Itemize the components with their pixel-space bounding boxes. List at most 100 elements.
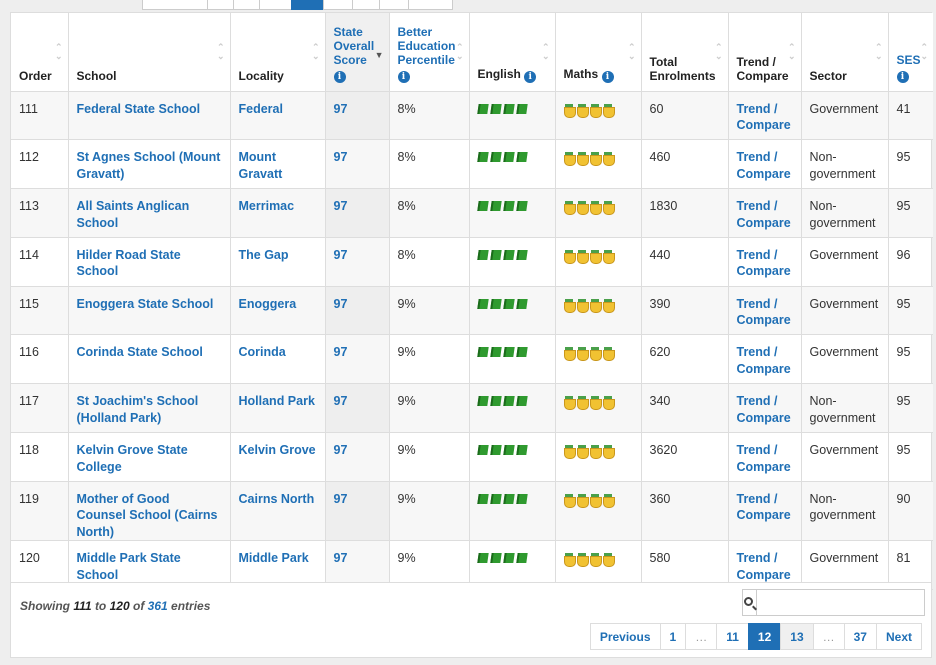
score-link[interactable]: 97: [333, 296, 348, 311]
locality-link[interactable]: Federal: [238, 101, 283, 116]
table-row: 119 Mother of Good Counsel School (Cairns…: [11, 481, 933, 542]
score-link[interactable]: 97: [333, 150, 348, 165]
locality-link[interactable]: Mount Gravatt: [238, 150, 283, 181]
locality-link[interactable]: Cairns North: [238, 491, 315, 506]
school-link[interactable]: Kelvin Grove State College: [76, 443, 188, 474]
school-link[interactable]: Federal State School: [76, 101, 201, 116]
book-icon: [476, 201, 489, 212]
trend-link[interactable]: Trend / Compare: [736, 101, 791, 133]
school-link[interactable]: Enoggera State School: [76, 296, 214, 311]
column-header[interactable]: Sector ⌃ ⌄: [801, 13, 889, 92]
locality-link[interactable]: Enoggera: [238, 296, 297, 311]
page-button[interactable]: 13: [780, 623, 814, 650]
locality-link[interactable]: Merrimac: [238, 199, 295, 214]
cell-ses: 81: [888, 540, 933, 591]
locality-link[interactable]: Middle Park: [238, 551, 309, 566]
score-link[interactable]: 97: [333, 247, 348, 262]
trend-link[interactable]: Trend / Compare: [736, 199, 791, 230]
enrolments-value: 1830: [649, 199, 678, 214]
top-page-button[interactable]: [408, 0, 453, 10]
book-icon: [476, 493, 489, 504]
score-link[interactable]: 97: [333, 199, 348, 214]
page-button[interactable]: 11: [716, 623, 749, 650]
school-link[interactable]: Middle Park State School: [76, 551, 181, 582]
cell-sector: Non-government: [801, 481, 889, 542]
medal-icon: [576, 298, 589, 313]
locality-link[interactable]: Corinda: [238, 345, 286, 360]
score-link[interactable]: 97: [333, 443, 348, 458]
cell-english: [469, 432, 556, 482]
ses-value: 95: [896, 150, 911, 165]
cell-order: 119: [11, 481, 69, 542]
locality-link[interactable]: Kelvin Grove: [238, 443, 316, 458]
trend-link[interactable]: Trend / Compare: [736, 150, 791, 181]
score-link[interactable]: 97: [333, 491, 348, 506]
school-link[interactable]: All Saints Anglican School: [76, 199, 190, 230]
locality-link[interactable]: The Gap: [238, 247, 289, 262]
score-link[interactable]: 97: [333, 551, 348, 566]
column-header[interactable]: Maths i ⌃ ⌄: [555, 13, 642, 92]
top-page-button[interactable]: [142, 0, 208, 10]
column-header[interactable]: State Overall Score i ▼: [325, 13, 390, 92]
column-header[interactable]: Locality ⌃ ⌄: [230, 13, 326, 92]
top-page-button[interactable]: [207, 0, 234, 10]
top-page-button[interactable]: [379, 0, 409, 10]
top-page-button[interactable]: [259, 0, 292, 10]
sort-icon: ⌃ ⌄: [54, 42, 63, 61]
trend-link[interactable]: Trend / Compare: [736, 394, 791, 425]
school-link[interactable]: Hilder Road State School: [76, 247, 181, 279]
table-header-row: Order ⌃ ⌄ School ⌃ ⌄ Locality ⌃ ⌄ State Overall S…: [11, 13, 933, 92]
column-header[interactable]: Trend / Compare ⌃ ⌄: [728, 13, 802, 92]
next-button[interactable]: Next: [875, 623, 922, 650]
trend-link[interactable]: Trend / Compare: [736, 491, 791, 523]
trend-link[interactable]: Trend / Compare: [736, 296, 791, 328]
search-button[interactable]: [743, 590, 757, 615]
top-page-button[interactable]: [352, 0, 380, 10]
search-input[interactable]: [757, 590, 924, 615]
showing-total: 361: [147, 599, 168, 613]
score-link[interactable]: 97: [333, 101, 348, 116]
school-link[interactable]: St Agnes School (Mount Gravatt): [76, 150, 221, 181]
top-page-button-active[interactable]: [291, 0, 324, 10]
column-header[interactable]: Better Education Percentile i ⌃ ⌄: [389, 13, 470, 92]
column-header-label: State Overall Score: [333, 24, 375, 67]
column-header[interactable]: SES i ⌃ ⌄: [888, 13, 933, 92]
cell-percentile: 9%: [389, 481, 470, 542]
school-link[interactable]: Corinda State School: [76, 345, 203, 360]
previous-button[interactable]: Previous: [589, 623, 661, 650]
maths-rating: [563, 442, 633, 460]
top-page-button[interactable]: [233, 0, 260, 10]
cell-enrolments: 390: [641, 286, 729, 336]
ses-value: 81: [896, 551, 911, 566]
info-icon[interactable]: i: [524, 70, 537, 83]
score-link[interactable]: 97: [333, 394, 348, 409]
column-header[interactable]: Total Enrolments ⌃ ⌄: [641, 13, 729, 92]
page-button[interactable]: 1: [659, 623, 687, 650]
info-icon[interactable]: i: [397, 70, 410, 83]
showing-of-word: of: [132, 599, 145, 613]
trend-link[interactable]: Trend / Compare: [736, 247, 791, 279]
column-header[interactable]: English i ⌃ ⌄: [469, 13, 556, 92]
top-page-button[interactable]: [323, 0, 353, 10]
score-link[interactable]: 97: [333, 345, 348, 360]
trend-link[interactable]: Trend / Compare: [736, 443, 791, 474]
cell-percentile: 8%: [389, 188, 470, 238]
info-icon[interactable]: i: [601, 70, 614, 83]
column-header[interactable]: Order ⌃ ⌄: [11, 13, 69, 92]
page-button[interactable]: 37: [843, 623, 877, 650]
medal-icon: [589, 553, 602, 568]
trend-link[interactable]: Trend / Compare: [736, 345, 791, 376]
order-value: 111: [19, 101, 39, 116]
cell-locality: Corinda: [230, 334, 326, 385]
info-icon[interactable]: i: [896, 70, 909, 83]
trend-link[interactable]: Trend / Compare: [736, 551, 791, 582]
table-row: 117 St Joachim's School (Holland Park) Hol…: [11, 383, 933, 434]
info-icon[interactable]: i: [333, 70, 346, 83]
book-icon: [502, 445, 515, 456]
page-button[interactable]: 12: [747, 623, 782, 650]
locality-link[interactable]: Holland Park: [238, 394, 315, 409]
school-link[interactable]: St Joachim's School (Holland Park): [76, 394, 199, 425]
column-header[interactable]: School ⌃ ⌄: [68, 13, 231, 92]
cell-locality: Cairns North: [230, 481, 326, 542]
school-link[interactable]: Mother of Good Counsel School (Cairns No…: [76, 491, 218, 539]
